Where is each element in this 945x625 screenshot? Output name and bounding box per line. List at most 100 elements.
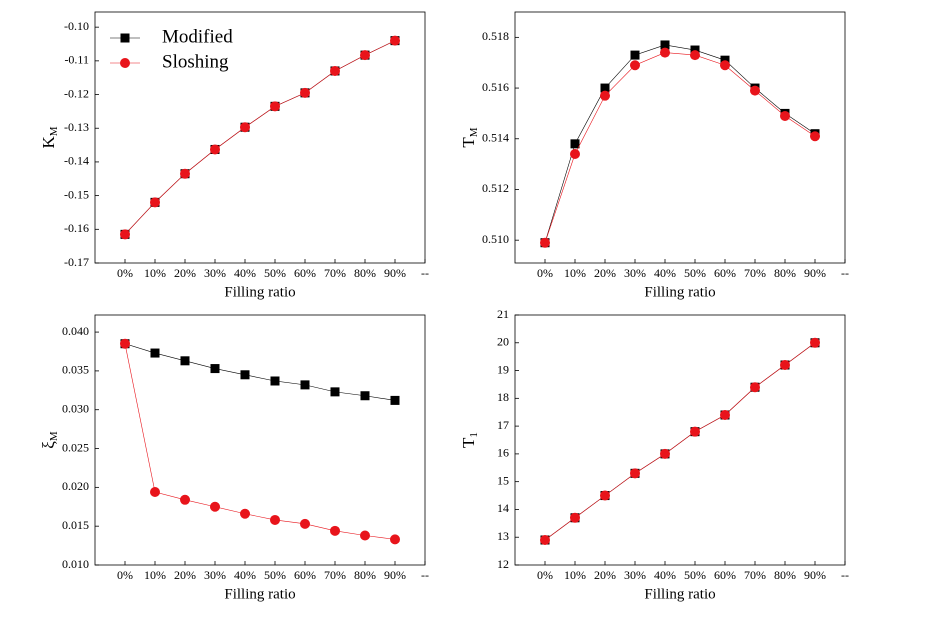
- axes-frame: [514, 314, 846, 566]
- x-axis-label: Filling ratio: [224, 284, 295, 300]
- marker: [330, 525, 340, 536]
- x-tick-label: 50%: [684, 266, 706, 280]
- marker: [660, 47, 670, 58]
- y-tick-label: -0.12: [64, 86, 89, 100]
- marker: [180, 494, 190, 505]
- marker: [240, 122, 250, 133]
- x-tick-label: 80%: [354, 568, 376, 582]
- x-tick-label: 50%: [684, 568, 706, 582]
- marker: [390, 35, 400, 46]
- marker: [150, 348, 160, 358]
- marker: [720, 60, 730, 71]
- x-tick-label: 10%: [144, 568, 166, 582]
- marker: [150, 197, 160, 208]
- y-tick-label: 20: [497, 335, 509, 349]
- marker: [570, 139, 580, 149]
- marker: [300, 518, 310, 529]
- x-tick-label: 10%: [564, 568, 586, 582]
- x-axis-label: Filling ratio: [644, 586, 715, 602]
- x-tick-label: --: [421, 568, 429, 582]
- x-tick-label: 40%: [654, 266, 676, 280]
- x-tick-label: 30%: [624, 266, 646, 280]
- marker: [600, 490, 610, 501]
- y-tick-label: 0.514: [482, 131, 509, 145]
- y-tick-label: -0.11: [64, 53, 89, 67]
- y-axis-label-sub: M: [48, 431, 60, 441]
- x-tick-label: 30%: [204, 568, 226, 582]
- series-line: [544, 44, 816, 243]
- x-axis-label: Filling ratio: [644, 284, 715, 300]
- y-tick-label: 13: [497, 529, 509, 543]
- marker: [240, 508, 250, 519]
- x-tick-label: 0%: [537, 568, 553, 582]
- marker: [540, 535, 550, 545]
- series-line: [124, 343, 396, 540]
- marker: [150, 487, 160, 498]
- y-tick-label: 0.010: [62, 557, 89, 571]
- x-tick-label: --: [841, 568, 849, 582]
- series-line: [124, 343, 396, 401]
- marker: [570, 512, 580, 523]
- series-line: [544, 342, 816, 541]
- y-tick-label: -0.10: [64, 19, 89, 33]
- x-tick-label: --: [841, 266, 849, 280]
- y-axis-label: TM: [459, 127, 480, 147]
- x-tick-label: 90%: [804, 568, 826, 582]
- x-tick-label: 40%: [234, 266, 256, 280]
- marker: [690, 50, 700, 61]
- y-tick-label: 18: [497, 390, 509, 404]
- y-tick-label: 0.512: [482, 181, 509, 195]
- series-line: [544, 342, 816, 541]
- y-tick-label: 0.510: [482, 232, 509, 246]
- x-tick-label: 80%: [774, 266, 796, 280]
- legend-marker: [120, 33, 130, 43]
- marker: [120, 229, 130, 240]
- y-tick-label: -0.13: [64, 120, 89, 134]
- x-tick-label: 90%: [384, 568, 406, 582]
- y-axis-label-main: T: [459, 437, 478, 448]
- y-axis-label-main: ξ: [39, 441, 58, 449]
- marker: [270, 101, 280, 112]
- y-tick-label: -0.17: [64, 255, 89, 269]
- x-axis-label: Filling ratio: [224, 586, 295, 602]
- legend-marker: [120, 58, 130, 68]
- x-tick-label: 80%: [774, 568, 796, 582]
- x-tick-label: 80%: [354, 266, 376, 280]
- y-tick-label: -0.16: [64, 221, 89, 235]
- y-tick-label: 0.025: [62, 440, 89, 454]
- legend-label: Modified: [162, 26, 233, 47]
- marker: [210, 364, 220, 374]
- y-tick-label: 0.030: [62, 401, 89, 415]
- marker: [390, 395, 400, 405]
- marker: [570, 148, 580, 159]
- x-tick-label: 0%: [117, 266, 133, 280]
- marker: [120, 338, 130, 349]
- x-tick-label: 20%: [174, 568, 196, 582]
- marker: [630, 468, 640, 479]
- x-tick-label: 60%: [294, 266, 316, 280]
- y-tick-label: 0.015: [62, 518, 89, 532]
- y-tick-label: 0.518: [482, 29, 509, 43]
- x-tick-label: 60%: [714, 568, 736, 582]
- y-tick-label: 14: [497, 501, 509, 515]
- y-tick-label: -0.15: [64, 187, 89, 201]
- y-tick-label: 15: [497, 473, 509, 487]
- x-tick-label: 40%: [654, 568, 676, 582]
- marker: [360, 50, 370, 61]
- y-tick-label: 0.035: [62, 363, 89, 377]
- axes-frame: [94, 11, 426, 264]
- marker: [180, 168, 190, 179]
- x-tick-label: 70%: [324, 266, 346, 280]
- marker: [750, 382, 760, 393]
- marker: [690, 426, 700, 437]
- y-tick-label: 21: [497, 307, 509, 321]
- marker: [600, 90, 610, 101]
- y-axis-label: T1: [459, 432, 480, 448]
- y-tick-label: 17: [497, 418, 509, 432]
- marker: [210, 501, 220, 512]
- x-tick-label: 0%: [117, 568, 133, 582]
- y-axis-label-main: T: [459, 137, 478, 148]
- x-tick-label: 30%: [204, 266, 226, 280]
- marker: [780, 110, 790, 121]
- marker: [660, 448, 670, 459]
